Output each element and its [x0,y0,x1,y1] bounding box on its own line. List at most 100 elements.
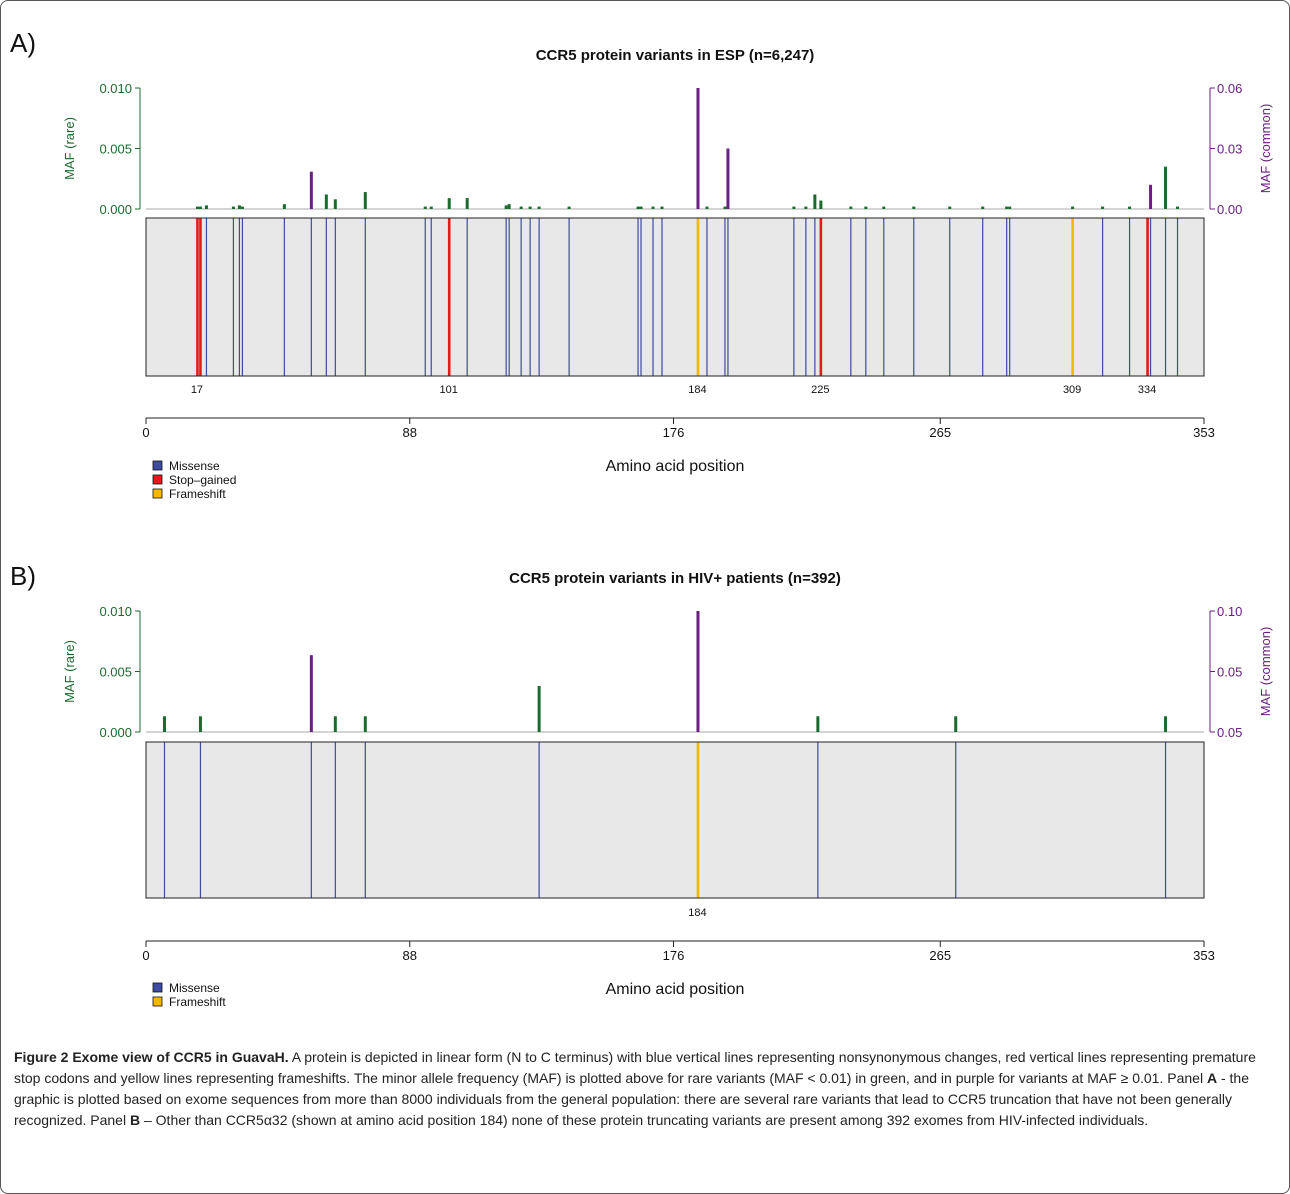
panel-b-x-tick-label: 88 [403,948,417,963]
panel-a-position-label: 101 [440,384,458,396]
panel-b-x-tick-label: 176 [663,948,685,963]
panel-a-rare-bar [636,206,640,209]
panel-a-rare-bar [651,206,655,209]
panel-a-rare-bar [1071,206,1075,209]
panel-a-legend-swatch [152,488,163,499]
panel-a-rare-bar [504,205,508,209]
panel-a-rare-bar [507,204,511,209]
panel-b-right-tick-label: 0.05 [1217,725,1242,740]
panel-b-x-axis-label: Amino acid position [606,981,745,998]
panel-b-right-tick-label: 0.10 [1217,604,1242,619]
panel-a-legend-swatch [152,474,163,485]
panel-b-left-tick-label: 0.005 [99,665,132,680]
panel-a-position-label: 309 [1063,384,1081,396]
panel-a-rare-bar [1005,206,1009,209]
panel-b-right-axis-label: MAF (common) [1258,627,1273,717]
panel-a-rare-bar [519,206,523,209]
panel-a-rare-bar [198,206,202,209]
panel-a-label: A) [10,28,36,58]
panel-b-legend-label: Frameshift [169,995,226,1009]
panel-a-x-tick-label: 265 [929,425,951,440]
panel-a-rare-bar [639,206,643,209]
panel-a-rare-bar [813,194,817,209]
panel-a-rare-bar [723,206,727,209]
panel-a-position-label: 184 [688,384,706,396]
panel-a-legend-label: Missense [169,459,220,473]
panel-b-x-tick-label: 265 [929,948,951,963]
panel-a-rare-bar [981,206,985,209]
panel-b-rare-bar [954,716,958,732]
panel-a-rare-bar [423,206,427,209]
panel-b-position-label: 184 [688,907,706,919]
panel-a-position-label: 334 [1138,384,1156,396]
panel-a-rare-bar [528,206,532,209]
panel-a-x-tick-label: 0 [142,425,149,440]
panel-a-legend-label: Stop–gained [169,473,236,487]
panel-a-title: CCR5 protein variants in ESP (n=6,247) [536,47,815,64]
panel-a-rare-bar [237,205,241,209]
panel-a-right-tick-label: 0.00 [1217,202,1242,217]
panel-a-rare-bar [792,206,796,209]
panel-a-rare-bar [537,206,541,209]
panel-a-rare-bar [195,206,199,209]
panel-a-rare-bar [282,204,286,209]
panel-a-legend-swatch [152,460,163,471]
panel-a-left-tick-label: 0.010 [99,81,132,96]
panel-a-rare-bar [1164,166,1168,209]
panel-b-legend-swatch [152,982,163,993]
panel-a-rare-bar [1176,206,1180,209]
panel-a-protein-track [145,217,1205,377]
panel-a-right-axis-label: MAF (common) [1258,104,1273,194]
panel-a-common-bar [309,171,313,209]
caption-text-1: A protein is depicted in linear form (N … [14,1049,1256,1086]
panel-b-rare-bar [816,716,820,732]
panel-a-x-tick-label: 88 [403,425,417,440]
panel-b-rare-bar [333,716,337,732]
panel-a-x-tick-label: 353 [1193,425,1215,440]
panel-b-label: B) [10,561,36,591]
figure-caption: Figure 2 Exome view of CCR5 in GuavaH. A… [14,1047,1276,1131]
panel-a-rare-bar [240,206,244,209]
panel-b-left-tick-label: 0.000 [99,725,132,740]
panel-a-rare-bar [447,198,451,209]
panel-b-common-bar [696,611,700,732]
caption-text-3: – Other than CCR5α32 (shown at amino aci… [140,1112,1149,1128]
panel-a-common-bar [1149,184,1153,209]
panel-b-rare-bar [162,716,166,732]
panel-a-rare-bar [1128,206,1132,209]
panel-a-left-axis-label: MAF (rare) [62,117,77,180]
panel-a-left-tick-label: 0.000 [99,202,132,217]
panel-a-right-tick-label: 0.03 [1217,142,1242,157]
panel-a-rare-bar [333,199,337,209]
panel-a-rare-bar [804,206,808,209]
panel-a-common-bar [696,88,700,209]
panel-a-position-label: 17 [191,384,203,396]
panel-a-legend-label: Frameshift [169,487,226,501]
panel-b-x-tick-label: 0 [142,948,149,963]
panel-a-rare-bar [567,206,571,209]
panel-b-rare-bar [363,716,367,732]
panel-b-legend-swatch [152,996,163,1007]
caption-panel-b: B [129,1112,141,1128]
panel-a-rare-bar [231,206,235,209]
panel-a-rare-bar [864,206,868,209]
panel-a-rare-bar [324,194,328,209]
panel-a-rare-bar [429,206,433,209]
panel-b-left-tick-label: 0.010 [99,604,132,619]
panel-b-x-tick-label: 353 [1193,948,1215,963]
panel-b-legend-label: Missense [169,981,220,995]
caption-text-2: - the graphic is plotted based on exome … [14,1070,1249,1128]
panel-a-rare-bar [363,192,367,209]
panel-a-rare-bar [849,206,853,209]
panel-a-left-tick-label: 0.005 [99,142,132,157]
panel-a-rare-bar [948,206,952,209]
panel-a-x-tick-label: 176 [663,425,685,440]
panel-a-x-axis-label: Amino acid position [606,458,745,475]
figure-chart: A) CCR5 protein variants in ESP (n=6,247)… [10,28,1273,1009]
panel-a-rare-bar [204,205,208,209]
panel-b-rare-bar [198,716,202,732]
panel-a-common-bar [726,148,730,209]
panel-a-position-label: 225 [811,384,829,396]
panel-a-rare-bar [819,200,823,209]
